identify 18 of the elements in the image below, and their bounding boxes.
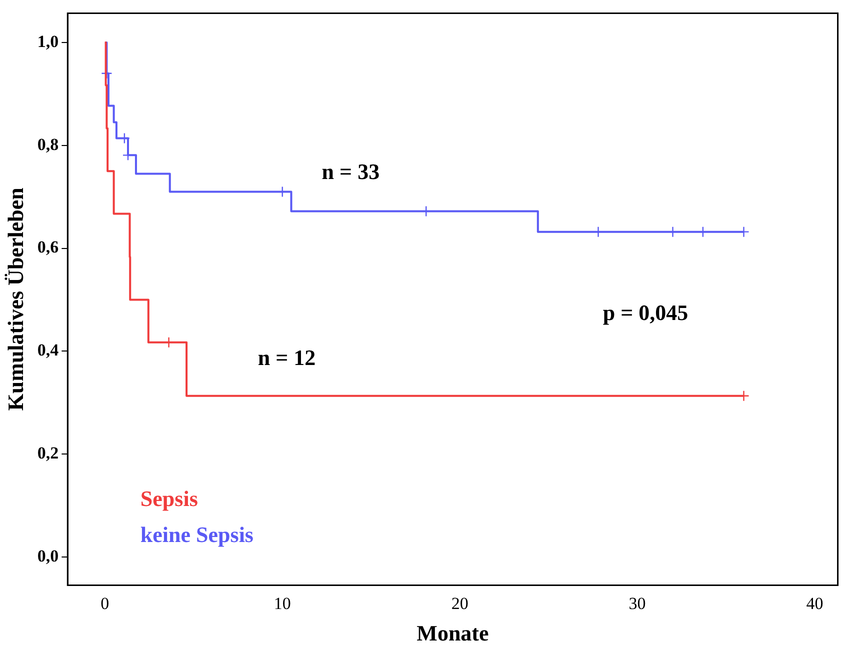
annotation: n = 33 [322,159,380,184]
y-axis-title: Kumulatives Überleben [2,188,28,411]
y-tick-label: 0,8 [37,134,59,154]
text: keine Sepsis [140,522,254,547]
y-tick-label: 0,0 [37,546,59,566]
x-tick-label: 40 [806,594,824,613]
x-tick-label: 10 [274,594,291,613]
x-tick-label: 30 [628,594,646,613]
y-tick-label: 0,2 [37,443,59,462]
y-tick-label: 1,0 [37,32,59,51]
x-axis-title: Monate [416,620,490,646]
y-tick-label: 0,6 [37,238,59,257]
y-tick-label: 0,4 [37,340,60,360]
text: Sepsis [140,486,198,511]
x-tick-label: 0 [100,594,110,613]
annotation: p = 0,045 [602,300,688,325]
x-tick-label: 20 [451,594,468,613]
annotation: n = 12 [258,344,316,370]
